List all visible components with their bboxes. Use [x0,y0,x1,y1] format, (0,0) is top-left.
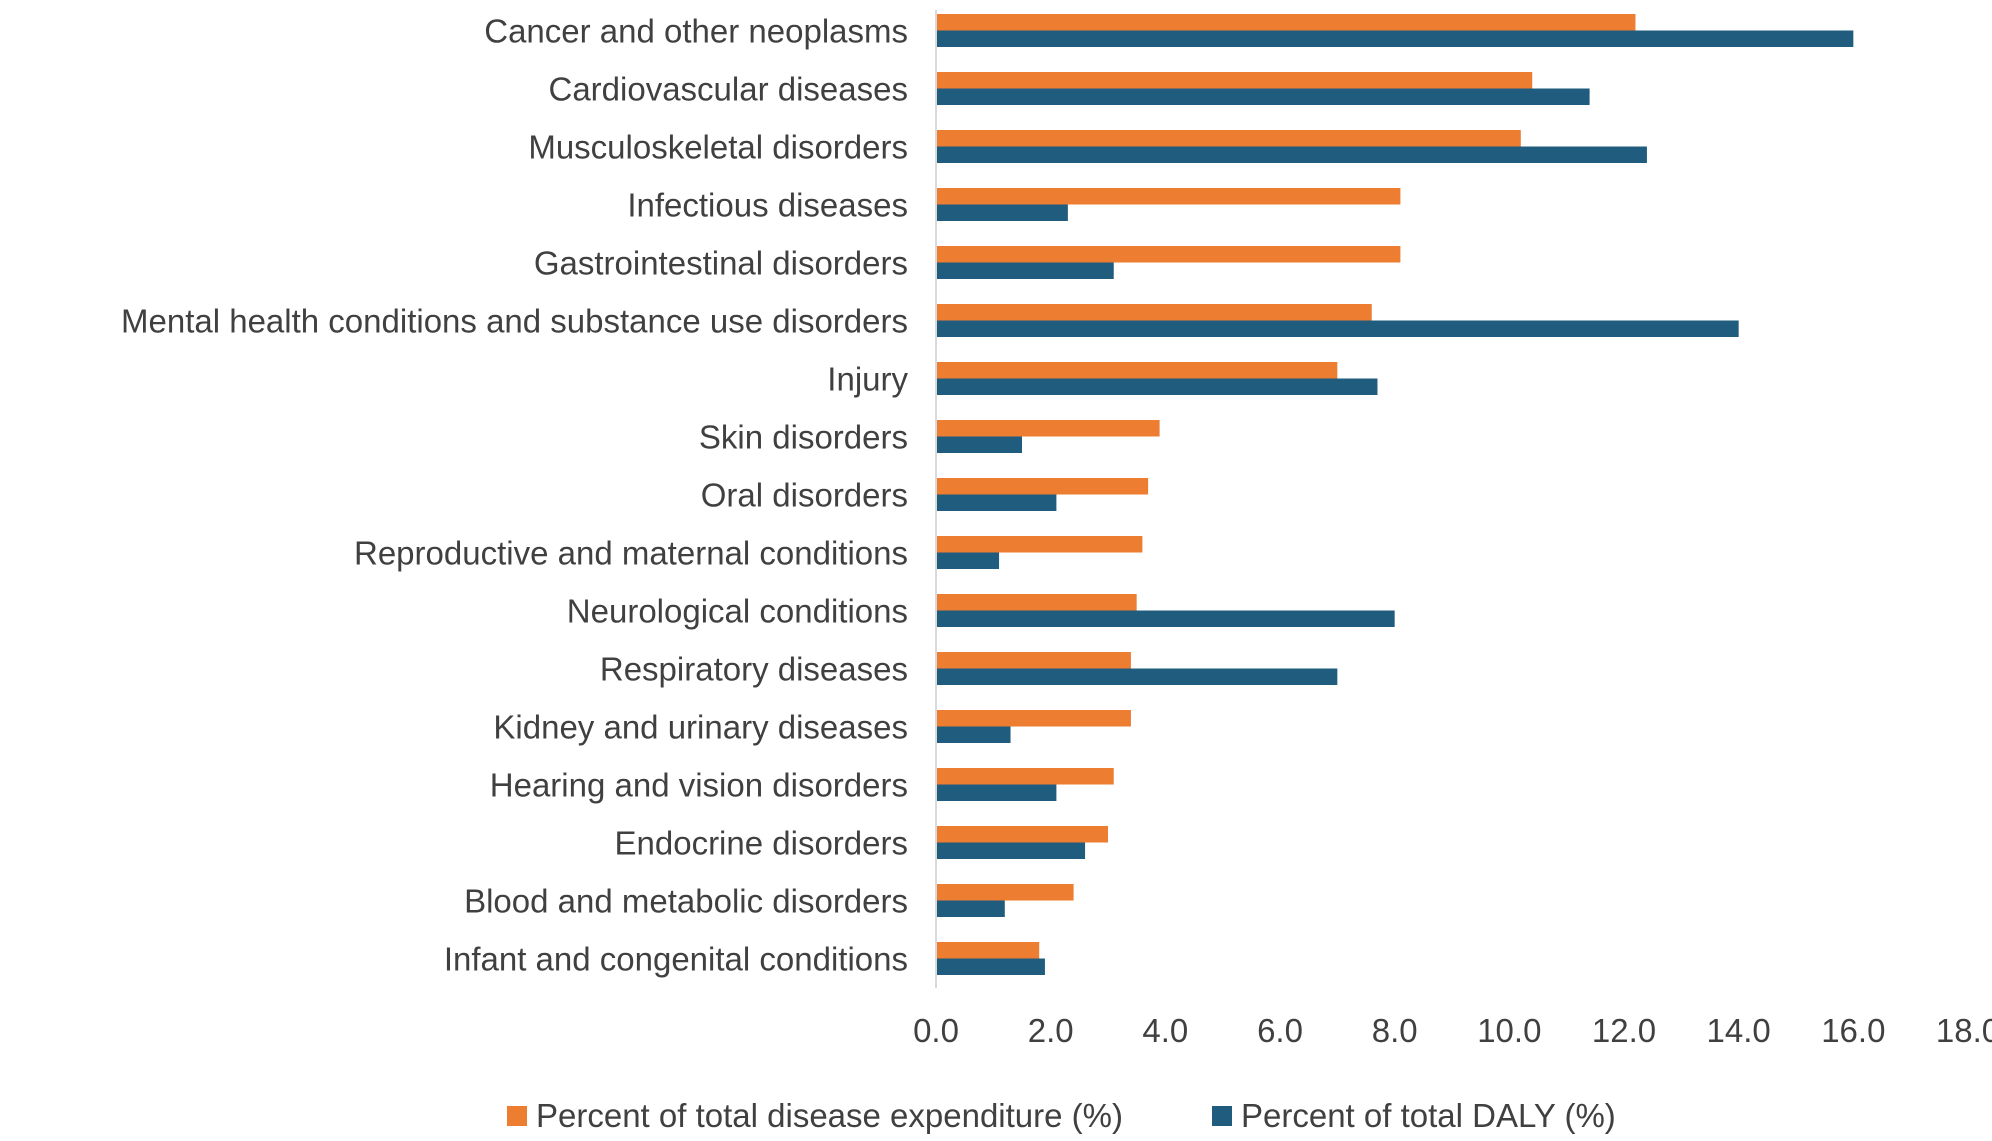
category-label-neurological-conditions: Neurological conditions [567,593,908,630]
category-label-infant-and-congenital-conditions: Infant and congenital conditions [444,941,908,978]
category-label-respiratory-diseases: Respiratory diseases [600,651,908,688]
expenditure-bar-oral-disorders [936,478,1149,495]
daly-bar-cardiovascular-diseases [936,88,1590,105]
category-label-oral-disorders: Oral disorders [701,477,908,514]
expenditure-bar-kidney-and-urinary-diseases [936,710,1131,727]
daly-bar-mental-health-conditions-and-substance-use-disorders [936,320,1739,337]
category-labels: Cancer and other neoplasms Cardiovascular… [121,13,908,978]
bars-layer [936,14,1854,975]
category-label-blood-and-metabolic-disorders: Blood and metabolic disorders [464,883,908,920]
legend-swatch-daly [1212,1106,1232,1126]
expenditure-bar-injury [936,362,1338,379]
expenditure-bar-cardiovascular-diseases [936,72,1533,89]
category-label-reproductive-and-maternal-conditions: Reproductive and maternal conditions [354,535,908,572]
category-label-musculoskeletal-disorders: Musculoskeletal disorders [528,129,908,166]
expenditure-bar-skin-disorders [936,420,1160,437]
daly-bar-infectious-diseases [936,204,1068,221]
category-label-endocrine-disorders: Endocrine disorders [615,825,909,862]
expenditure-bar-blood-and-metabolic-disorders [936,884,1074,901]
daly-bar-respiratory-diseases [936,668,1338,685]
x-tick-label: 8.0 [1372,1012,1418,1049]
expenditure-bar-musculoskeletal-disorders [936,130,1521,147]
daly-bar-skin-disorders [936,436,1022,453]
daly-bar-infant-and-congenital-conditions [936,958,1045,975]
legend-label-expenditure: Percent of total disease expenditure (%) [536,1097,1123,1134]
category-label-cardiovascular-diseases: Cardiovascular diseases [548,71,908,108]
expenditure-bar-respiratory-diseases [936,652,1131,669]
category-label-cancer-and-other-neoplasms: Cancer and other neoplasms [484,13,908,50]
category-label-kidney-and-urinary-diseases: Kidney and urinary diseases [493,709,908,746]
x-tick-label: 0.0 [913,1012,959,1049]
daly-bar-endocrine-disorders [936,842,1086,859]
category-label-skin-disorders: Skin disorders [699,419,908,456]
x-tick-label: 10.0 [1477,1012,1541,1049]
expenditure-bar-infant-and-congenital-conditions [936,942,1040,959]
x-tick-label: 2.0 [1028,1012,1074,1049]
daly-bar-hearing-and-vision-disorders [936,784,1057,801]
legend-swatch-expenditure [507,1106,527,1126]
expenditure-bar-endocrine-disorders [936,826,1108,843]
daly-bar-oral-disorders [936,494,1057,511]
expenditure-bar-mental-health-conditions-and-substance-use-disorders [936,304,1372,321]
x-tick-labels: 0.0 2.0 4.0 6.0 8.0 10.0 12.0 14.0 16.0 18.0 [913,1012,1992,1049]
daly-bar-musculoskeletal-disorders [936,146,1647,163]
expenditure-bar-gastrointestinal-disorders [936,246,1401,263]
legend: Percent of total disease expenditure (%)… [507,1097,1616,1134]
expenditure-bar-reproductive-and-maternal-conditions [936,536,1143,553]
category-label-injury: Injury [827,361,908,398]
x-tick-label: 4.0 [1142,1012,1188,1049]
daly-bar-neurological-conditions [936,610,1395,627]
daly-bar-blood-and-metabolic-disorders [936,900,1005,917]
legend-label-daly: Percent of total DALY (%) [1241,1097,1616,1134]
category-label-infectious-diseases: Infectious diseases [627,187,908,224]
x-tick-label: 6.0 [1257,1012,1303,1049]
category-label-gastrointestinal-disorders: Gastrointestinal disorders [534,245,908,282]
expenditure-bar-infectious-diseases [936,188,1401,205]
expenditure-bar-cancer-and-other-neoplasms [936,14,1636,31]
daly-bar-cancer-and-other-neoplasms [936,30,1854,47]
daly-bar-reproductive-and-maternal-conditions [936,552,1000,569]
x-tick-label: 14.0 [1707,1012,1771,1049]
category-label-mental-health-conditions-and-substance-use-disorders: Mental health conditions and substance u… [121,303,908,340]
expenditure-bar-neurological-conditions [936,594,1137,611]
x-tick-label: 12.0 [1592,1012,1656,1049]
x-tick-label: 18.0 [1936,1012,1992,1049]
daly-bar-gastrointestinal-disorders [936,262,1114,279]
category-label-hearing-and-vision-disorders: Hearing and vision disorders [490,767,908,804]
daly-bar-injury [936,378,1378,395]
expenditure-bar-hearing-and-vision-disorders [936,768,1114,785]
daly-bar-kidney-and-urinary-diseases [936,726,1011,743]
x-tick-label: 16.0 [1821,1012,1885,1049]
